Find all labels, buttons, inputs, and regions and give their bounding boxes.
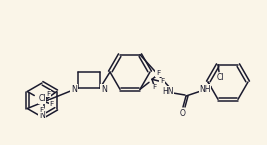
Text: NH: NH bbox=[199, 85, 211, 94]
Text: Cl: Cl bbox=[38, 94, 46, 103]
Text: Cl: Cl bbox=[216, 73, 224, 82]
Text: HN: HN bbox=[162, 87, 174, 96]
Text: F: F bbox=[40, 106, 44, 113]
Text: O: O bbox=[180, 108, 186, 117]
Text: F: F bbox=[152, 84, 156, 90]
Text: N: N bbox=[101, 85, 107, 94]
Text: F: F bbox=[47, 90, 51, 97]
Text: N: N bbox=[71, 85, 77, 94]
Text: F: F bbox=[160, 78, 164, 84]
Text: N: N bbox=[39, 112, 45, 120]
Text: F: F bbox=[50, 100, 54, 106]
Text: F: F bbox=[156, 70, 160, 76]
